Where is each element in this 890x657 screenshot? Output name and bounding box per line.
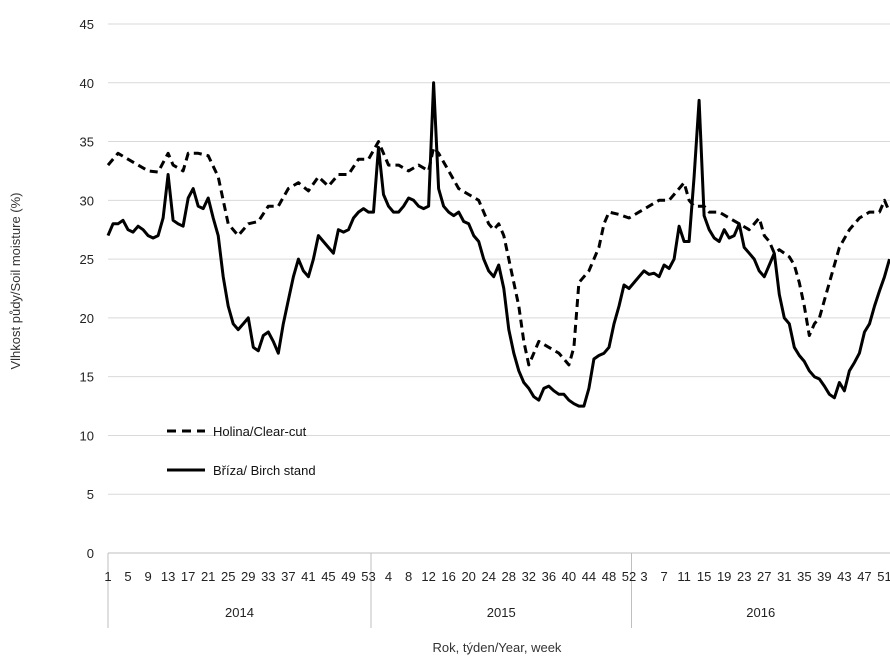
x-tick-label-36: 39 — [817, 569, 831, 584]
x-tick-label-38: 47 — [857, 569, 871, 584]
x-tick-label-34: 31 — [777, 569, 791, 584]
x-tick-label-29: 11 — [677, 569, 691, 584]
x-tick-label-14: 4 — [385, 569, 392, 584]
x-tick-label-11: 45 — [321, 569, 335, 584]
year-label-2015: 2015 — [487, 605, 516, 620]
x-axis-title: Rok, týden/Year, week — [433, 640, 562, 655]
x-tick-label-22: 36 — [542, 569, 556, 584]
series-lines — [106, 81, 890, 408]
y-tick-label-40: 40 — [80, 76, 94, 91]
x-tick-label-10: 41 — [301, 569, 315, 584]
year-label-2014: 2014 — [225, 605, 254, 620]
x-tick-label-12: 49 — [341, 569, 355, 584]
y-tick-label-0: 0 — [87, 546, 94, 561]
x-tick-label-2: 9 — [144, 569, 151, 584]
x-tick-label-28: 7 — [660, 569, 667, 584]
y-tick-label-45: 45 — [80, 17, 94, 32]
y-tick-label-15: 15 — [80, 370, 94, 385]
x-tick-label-33: 27 — [757, 569, 771, 584]
x-tick-label-21: 32 — [522, 569, 536, 584]
x-tick-label-13: 53 — [361, 569, 375, 584]
legend-label-clear-cut: Holina/Clear-cut — [213, 424, 307, 439]
x-tick-label-39: 51 — [877, 569, 890, 584]
x-tick-label-27: 3 — [640, 569, 647, 584]
x-tick-label-25: 48 — [602, 569, 616, 584]
x-tick-label-32: 23 — [737, 569, 751, 584]
x-tick-label-3: 13 — [161, 569, 175, 584]
x-tick-label-8: 33 — [261, 569, 275, 584]
y-tick-label-30: 30 — [80, 193, 94, 208]
year-label-2016: 2016 — [746, 605, 775, 620]
x-tick-label-15: 8 — [405, 569, 412, 584]
x-tick-label-19: 24 — [481, 569, 495, 584]
y-tick-label-20: 20 — [80, 311, 94, 326]
x-tick-label-35: 35 — [797, 569, 811, 584]
x-tick-label-4: 17 — [181, 569, 195, 584]
x-tick-label-30: 15 — [697, 569, 711, 584]
x-tick-label-20: 28 — [502, 569, 516, 584]
x-tick-label-24: 44 — [582, 569, 596, 584]
x-tick-label-6: 25 — [221, 569, 235, 584]
series-line-birch-stand — [106, 81, 890, 408]
y-axis-tick-labels: 0 5 10 15 20 25 30 35 40 45 — [80, 17, 94, 561]
x-tick-label-23: 40 — [562, 569, 576, 584]
y-axis-title: Vlhkost půdy/Soil moisture (%) — [8, 192, 23, 369]
x-tick-label-18: 20 — [461, 569, 475, 584]
y-tick-label-35: 35 — [80, 135, 94, 150]
x-tick-label-16: 12 — [421, 569, 435, 584]
x-tick-label-7: 29 — [241, 569, 255, 584]
x-tick-label-31: 19 — [717, 569, 731, 584]
y-tick-label-5: 5 — [87, 487, 94, 502]
x-tick-label-37: 43 — [837, 569, 851, 584]
x-tick-label-5: 21 — [201, 569, 215, 584]
x-tick-label-26: 52 — [622, 569, 636, 584]
legend-label-birch-stand: Bříza/ Birch stand — [213, 463, 316, 478]
x-tick-label-0: 1 — [104, 569, 111, 584]
x-tick-label-1: 5 — [124, 569, 131, 584]
series-line-clear-cut — [106, 140, 890, 367]
x-tick-label-17: 16 — [441, 569, 455, 584]
y-tick-label-25: 25 — [80, 252, 94, 267]
legend: Holina/Clear-cut Bříza/ Birch stand — [167, 424, 316, 478]
x-tick-label-9: 37 — [281, 569, 295, 584]
gridlines — [108, 23, 890, 495]
y-tick-label-10: 10 — [80, 428, 94, 443]
